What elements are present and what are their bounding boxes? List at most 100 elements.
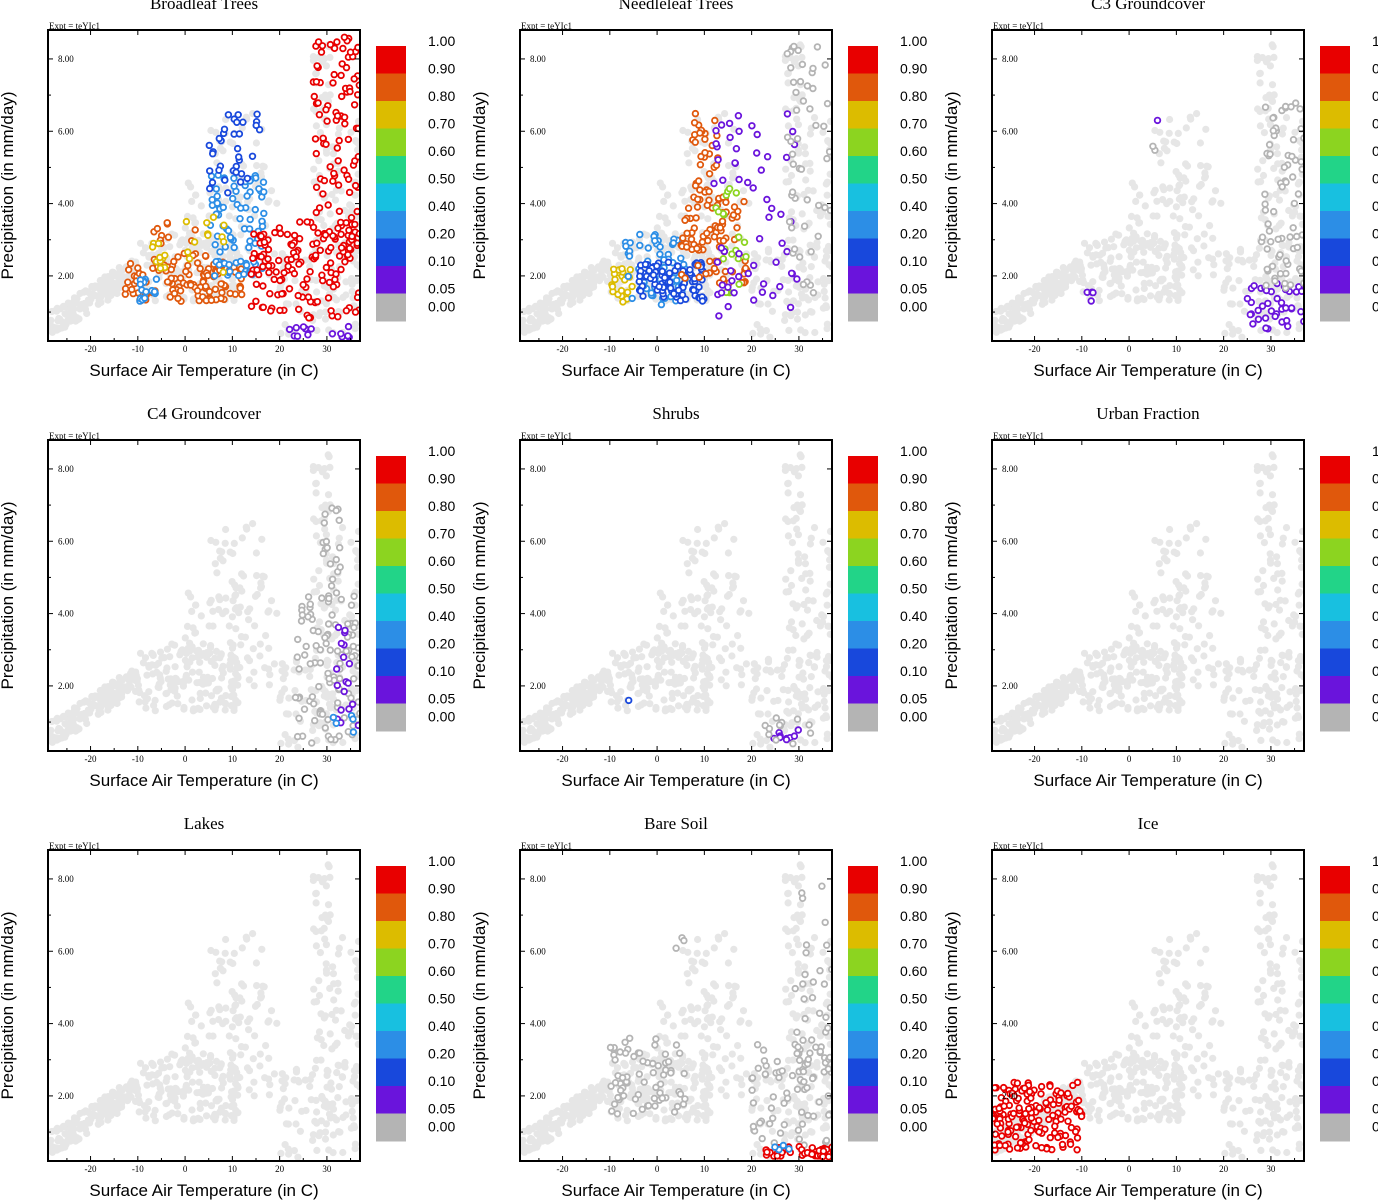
background-point: [171, 663, 179, 671]
background-point: [202, 679, 210, 687]
data-point: [313, 62, 321, 70]
x-tick-label: -10: [1076, 344, 1088, 354]
background-point: [73, 726, 81, 734]
background-point: [736, 608, 744, 616]
background-point: [810, 114, 819, 122]
background-point: [1135, 705, 1143, 714]
background-point: [587, 280, 595, 288]
data-point: [1286, 233, 1294, 241]
background-point: [244, 608, 252, 616]
data-point: [727, 267, 735, 275]
data-point: [334, 181, 343, 189]
data-point: [342, 307, 351, 315]
colorbar-swatch: [376, 293, 406, 322]
data-point: [717, 121, 726, 129]
background-point: [778, 255, 786, 264]
data-point: [215, 134, 223, 143]
background-point: [197, 678, 205, 686]
colorbar-label: 0.90: [428, 61, 455, 77]
background-point: [347, 538, 355, 546]
data-point: [695, 283, 703, 291]
background-point: [352, 137, 360, 145]
x-tick-label: 0: [183, 754, 188, 764]
data-point: [623, 288, 632, 296]
background-point: [310, 575, 318, 583]
x-tick-label: 10: [1172, 344, 1182, 354]
data-point: [1282, 304, 1290, 312]
data-point: [1280, 163, 1289, 171]
background-point: [306, 672, 314, 681]
background-point: [55, 734, 63, 742]
colorbar-label: 0.80: [1372, 88, 1378, 104]
data-point: [1298, 287, 1304, 295]
colorbar-swatch: [1320, 238, 1350, 267]
data-point: [655, 282, 663, 291]
background-point: [801, 150, 810, 158]
data-point: [190, 238, 199, 246]
data-point: [696, 160, 705, 169]
background-point: [704, 591, 712, 599]
background-point: [95, 299, 103, 307]
background-point: [1112, 289, 1120, 297]
background-point: [230, 679, 238, 687]
data-point: [1258, 233, 1267, 241]
background-point: [188, 696, 196, 704]
background-point: [1206, 222, 1214, 230]
background-point: [312, 489, 320, 497]
background-point: [162, 690, 170, 698]
background-point: [229, 597, 237, 605]
data-point: [714, 156, 722, 164]
background-point: [664, 601, 672, 609]
data-point: [259, 282, 267, 290]
background-point: [687, 685, 695, 693]
background-point: [1000, 315, 1008, 323]
background-point: [653, 634, 661, 642]
data-point: [312, 251, 320, 259]
background-point: [545, 295, 553, 303]
background-point: [563, 702, 572, 710]
background-point: [1095, 707, 1103, 715]
background-point: [693, 706, 701, 714]
background-point: [160, 654, 168, 662]
background-point: [253, 162, 261, 170]
background-point: [754, 710, 763, 718]
background-point: [806, 577, 814, 585]
background-point: [354, 527, 360, 535]
background-point: [204, 673, 212, 682]
colorbar-swatch: [848, 156, 878, 184]
background-point: [180, 705, 188, 713]
background-point: [774, 696, 782, 705]
background-point: [806, 651, 814, 659]
background-point: [763, 687, 771, 695]
data-point: [259, 178, 268, 186]
background-point: [347, 128, 355, 136]
background-point: [312, 122, 320, 130]
data-point: [201, 251, 210, 260]
data-point: [340, 166, 348, 174]
data-point: [329, 283, 338, 291]
data-point: [1290, 199, 1299, 208]
background-point: [604, 671, 612, 680]
background-point: [783, 297, 791, 305]
background-point: [162, 702, 170, 711]
background-point: [347, 208, 355, 216]
data-point: [826, 206, 832, 215]
background-point: [683, 560, 691, 568]
background-point: [819, 128, 827, 136]
x-tick-label: 30: [794, 754, 804, 764]
background-point: [784, 276, 792, 284]
background-point: [306, 262, 314, 270]
background-point: [826, 556, 832, 564]
colorbar: 1.000.900.800.700.600.500.400.200.100.05…: [848, 443, 927, 732]
background-point: [276, 696, 284, 704]
background-point: [801, 695, 810, 703]
background-point: [273, 609, 281, 617]
data-point: [219, 203, 227, 212]
background-point: [681, 197, 689, 205]
colorbar-swatch: [376, 46, 406, 74]
data-point: [345, 188, 354, 197]
data-point: [326, 163, 334, 171]
data-point: [690, 118, 699, 127]
